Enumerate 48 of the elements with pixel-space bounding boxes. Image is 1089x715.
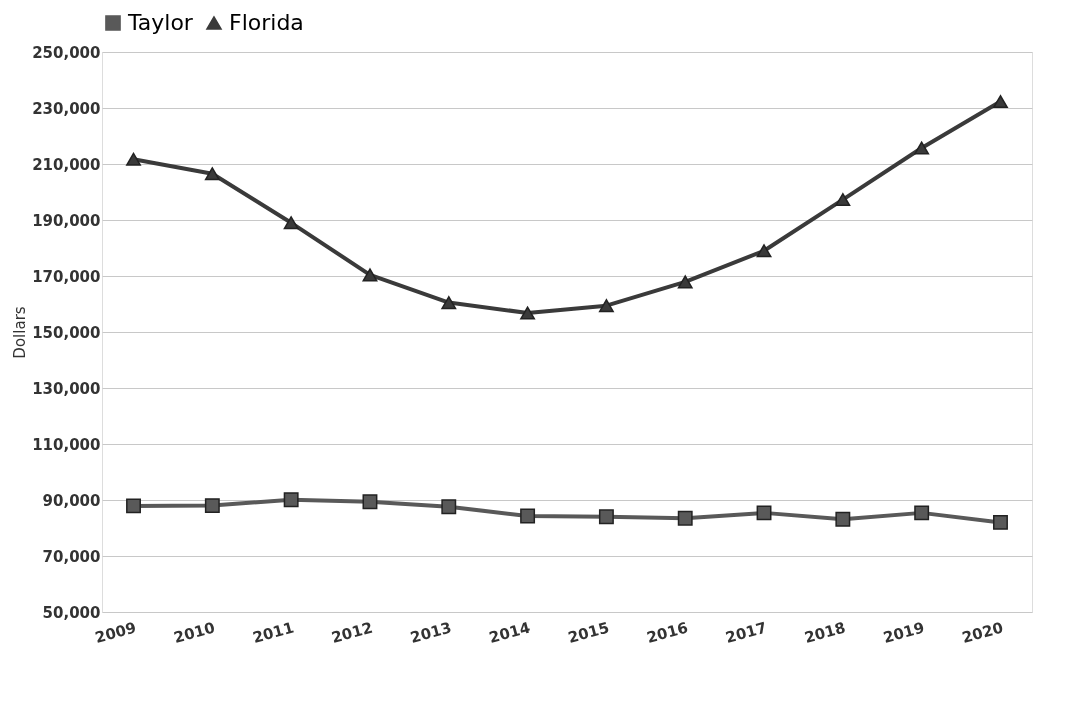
point	[126, 498, 141, 514]
point	[677, 510, 693, 526]
x-tick-label: 2010	[171, 618, 217, 647]
point	[520, 508, 536, 524]
y-tick-label: 110,000	[32, 435, 101, 454]
point	[204, 167, 220, 181]
y-tick-label: 210,000	[32, 155, 101, 174]
y-tick-label: 150,000	[32, 323, 101, 342]
x-tick-label: 2015	[566, 618, 612, 647]
x-tick-label: 2016	[644, 618, 690, 647]
y-tick-label: 90,000	[42, 491, 101, 510]
point	[283, 216, 299, 230]
point	[993, 95, 1008, 109]
point	[993, 514, 1008, 530]
point	[441, 296, 457, 310]
point	[835, 511, 851, 527]
point	[756, 505, 772, 521]
point	[362, 268, 378, 282]
x-tick-label: 2011	[250, 618, 296, 647]
point	[362, 494, 378, 510]
y-tick-label: 190,000	[32, 211, 101, 230]
x-tick-label: 2019	[881, 618, 927, 647]
y-tick-label: 130,000	[32, 379, 101, 398]
point	[835, 193, 851, 207]
y-tick-label: 170,000	[32, 267, 101, 286]
point	[598, 509, 614, 525]
point	[283, 492, 299, 508]
point	[204, 498, 220, 514]
point	[126, 152, 141, 166]
point	[598, 299, 614, 313]
y-tick-label: 70,000	[42, 547, 101, 566]
point	[520, 306, 536, 320]
x-tick-label: 2017	[723, 618, 769, 647]
y-tick-label: 230,000	[32, 99, 101, 118]
point	[914, 505, 930, 521]
point	[441, 499, 457, 515]
x-tick-label: 2018	[802, 618, 848, 647]
point	[914, 141, 930, 155]
legend-label: Florida	[229, 10, 304, 35]
point	[756, 244, 772, 258]
legend-label: Taylor	[127, 10, 194, 35]
point	[677, 275, 693, 289]
x-tick-label: 2014	[487, 618, 533, 647]
x-tick-label: 2020	[960, 618, 1006, 647]
y-tick-label: 250,000	[32, 43, 101, 62]
x-tick-label: 2012	[329, 618, 375, 647]
y-axis-title: Dollars	[11, 306, 30, 359]
x-tick-label: 2013	[408, 618, 454, 647]
